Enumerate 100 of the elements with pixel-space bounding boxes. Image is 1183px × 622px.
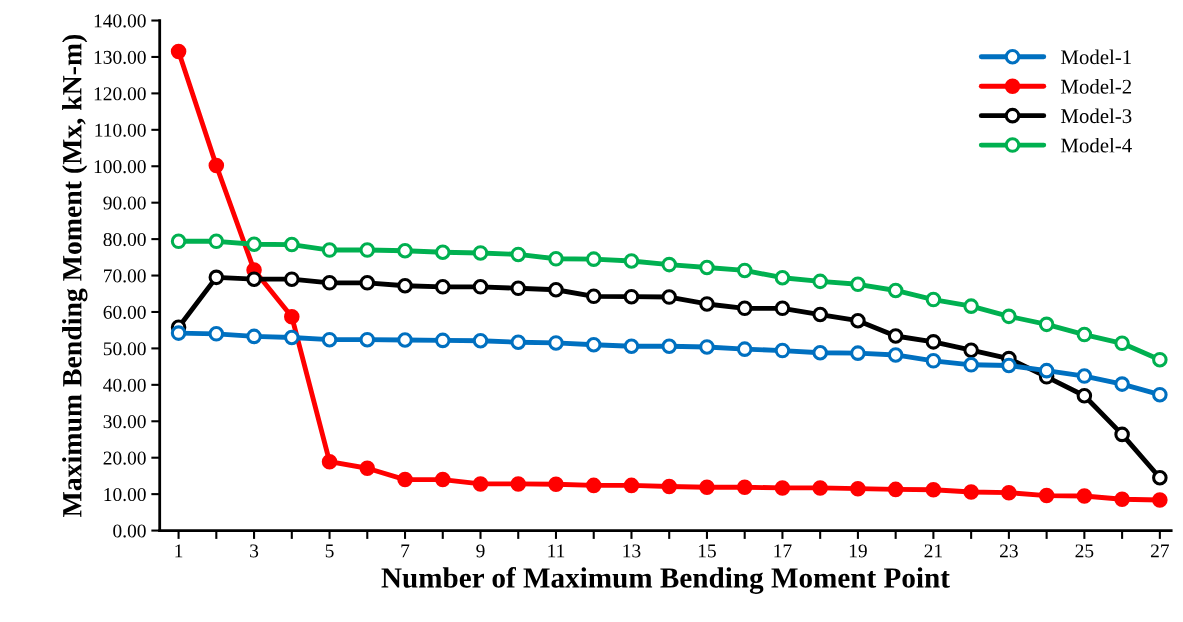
point	[397, 332, 413, 348]
point	[736, 300, 753, 317]
y-tick-label: 140.00	[94, 14, 146, 28]
point	[812, 345, 828, 361]
point	[661, 478, 677, 495]
point	[170, 325, 187, 341]
point	[321, 453, 338, 470]
point	[1076, 387, 1093, 404]
y-tick-label: 10.00	[104, 487, 146, 502]
y-tick-label: 120.00	[94, 87, 146, 101]
point	[1152, 351, 1168, 368]
point	[1114, 335, 1130, 352]
point	[850, 276, 866, 293]
point	[585, 251, 602, 267]
x-tick-label: 27	[1150, 544, 1170, 558]
point	[1114, 376, 1130, 392]
point	[1038, 487, 1055, 504]
point	[472, 476, 489, 492]
point	[321, 242, 338, 258]
point	[1001, 308, 1017, 325]
point	[359, 331, 376, 348]
point	[359, 275, 376, 291]
point	[170, 43, 187, 60]
point	[925, 291, 942, 308]
point	[1001, 484, 1017, 501]
point	[736, 262, 753, 279]
legend-label: Model-1	[1061, 49, 1131, 65]
point	[963, 342, 979, 359]
point	[284, 236, 300, 253]
point	[548, 281, 564, 298]
point	[774, 342, 791, 359]
point	[321, 275, 338, 291]
point	[699, 339, 715, 355]
y-tick-label: 60.00	[103, 305, 146, 319]
point	[208, 157, 225, 174]
point	[925, 353, 942, 369]
point	[736, 479, 753, 495]
y-tick-label: 0.00	[113, 524, 146, 538]
point	[434, 244, 451, 261]
point	[434, 471, 451, 488]
point	[359, 242, 376, 258]
point	[887, 481, 904, 498]
y-tick-label: 40.00	[103, 378, 146, 392]
point	[510, 476, 527, 492]
x-tick-label: 7	[401, 544, 410, 558]
point	[812, 480, 828, 496]
point	[510, 280, 527, 297]
point	[1038, 362, 1055, 379]
point	[1038, 316, 1055, 333]
point	[585, 288, 602, 305]
point	[246, 328, 262, 345]
point	[170, 233, 187, 250]
point	[963, 357, 979, 373]
x-tick-label: 19	[849, 544, 867, 558]
point	[736, 341, 753, 357]
legend-label: Model-3	[1061, 108, 1132, 124]
point	[548, 251, 564, 267]
point	[623, 477, 640, 494]
y-tick-label: 100.00	[94, 160, 146, 174]
point	[472, 245, 489, 261]
point	[246, 236, 262, 252]
x-tick-label: 17	[774, 544, 792, 558]
point	[472, 279, 489, 295]
point	[850, 312, 866, 329]
point	[1001, 357, 1017, 374]
point	[208, 269, 225, 286]
legend-label: Model-2	[1061, 79, 1132, 94]
point	[661, 256, 677, 273]
point	[850, 480, 866, 497]
point	[284, 271, 300, 287]
x-tick-label: 11	[548, 544, 565, 558]
y-tick-label: 130.00	[94, 50, 146, 64]
point	[925, 334, 942, 350]
point	[208, 326, 225, 342]
point	[1152, 469, 1168, 486]
point	[246, 271, 262, 287]
y-tick-label: 110.00	[95, 123, 146, 137]
x-tick-label: 3	[250, 544, 259, 558]
point	[774, 269, 791, 286]
point	[661, 338, 677, 354]
y-axis-title: Maximum Bending Moment (Mx, kN-m)	[62, 34, 88, 517]
point	[472, 332, 489, 349]
point	[585, 477, 602, 494]
point	[284, 308, 300, 325]
point	[510, 334, 527, 350]
point	[812, 273, 828, 290]
y-tick-label: 30.00	[103, 415, 146, 429]
point	[699, 259, 715, 276]
point	[887, 328, 904, 344]
point	[434, 279, 451, 295]
point	[774, 480, 791, 496]
point	[548, 476, 564, 493]
point	[812, 306, 828, 323]
point	[510, 246, 527, 263]
point	[1076, 368, 1093, 384]
x-tick-label: 15	[698, 544, 716, 558]
y-tick-label: 70.00	[104, 269, 146, 283]
point	[208, 233, 225, 250]
y-tick-label: 90.00	[103, 196, 146, 210]
x-tick-label: 1	[175, 544, 183, 558]
